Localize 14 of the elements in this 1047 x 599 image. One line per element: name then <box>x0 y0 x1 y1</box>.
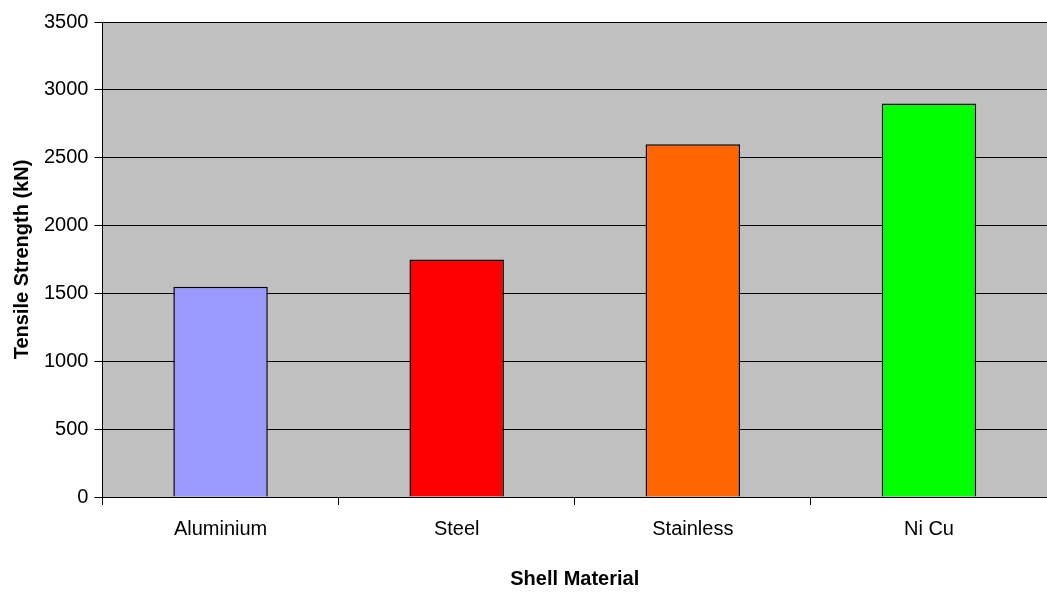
y-tick-label: 1000 <box>43 348 89 371</box>
y-tick-label: 2000 <box>43 213 89 236</box>
y-tick-label: 2500 <box>43 145 89 168</box>
y-tick-label: 3000 <box>43 77 89 100</box>
y-tick-label: 500 <box>55 416 89 439</box>
y-axis-title: Tensile Strength (kN) <box>9 159 32 360</box>
y-tick-label: 1500 <box>43 280 89 303</box>
x-tick-label: Stainless <box>652 516 734 539</box>
x-tick-label: Ni Cu <box>903 516 954 539</box>
y-tick-label: 3500 <box>43 9 89 32</box>
y-tick-label: 0 <box>77 484 89 507</box>
x-tick-label: Aluminium <box>173 516 268 539</box>
x-tick-label: Steel <box>433 516 480 539</box>
x-axis-title: Shell Material <box>510 566 640 589</box>
